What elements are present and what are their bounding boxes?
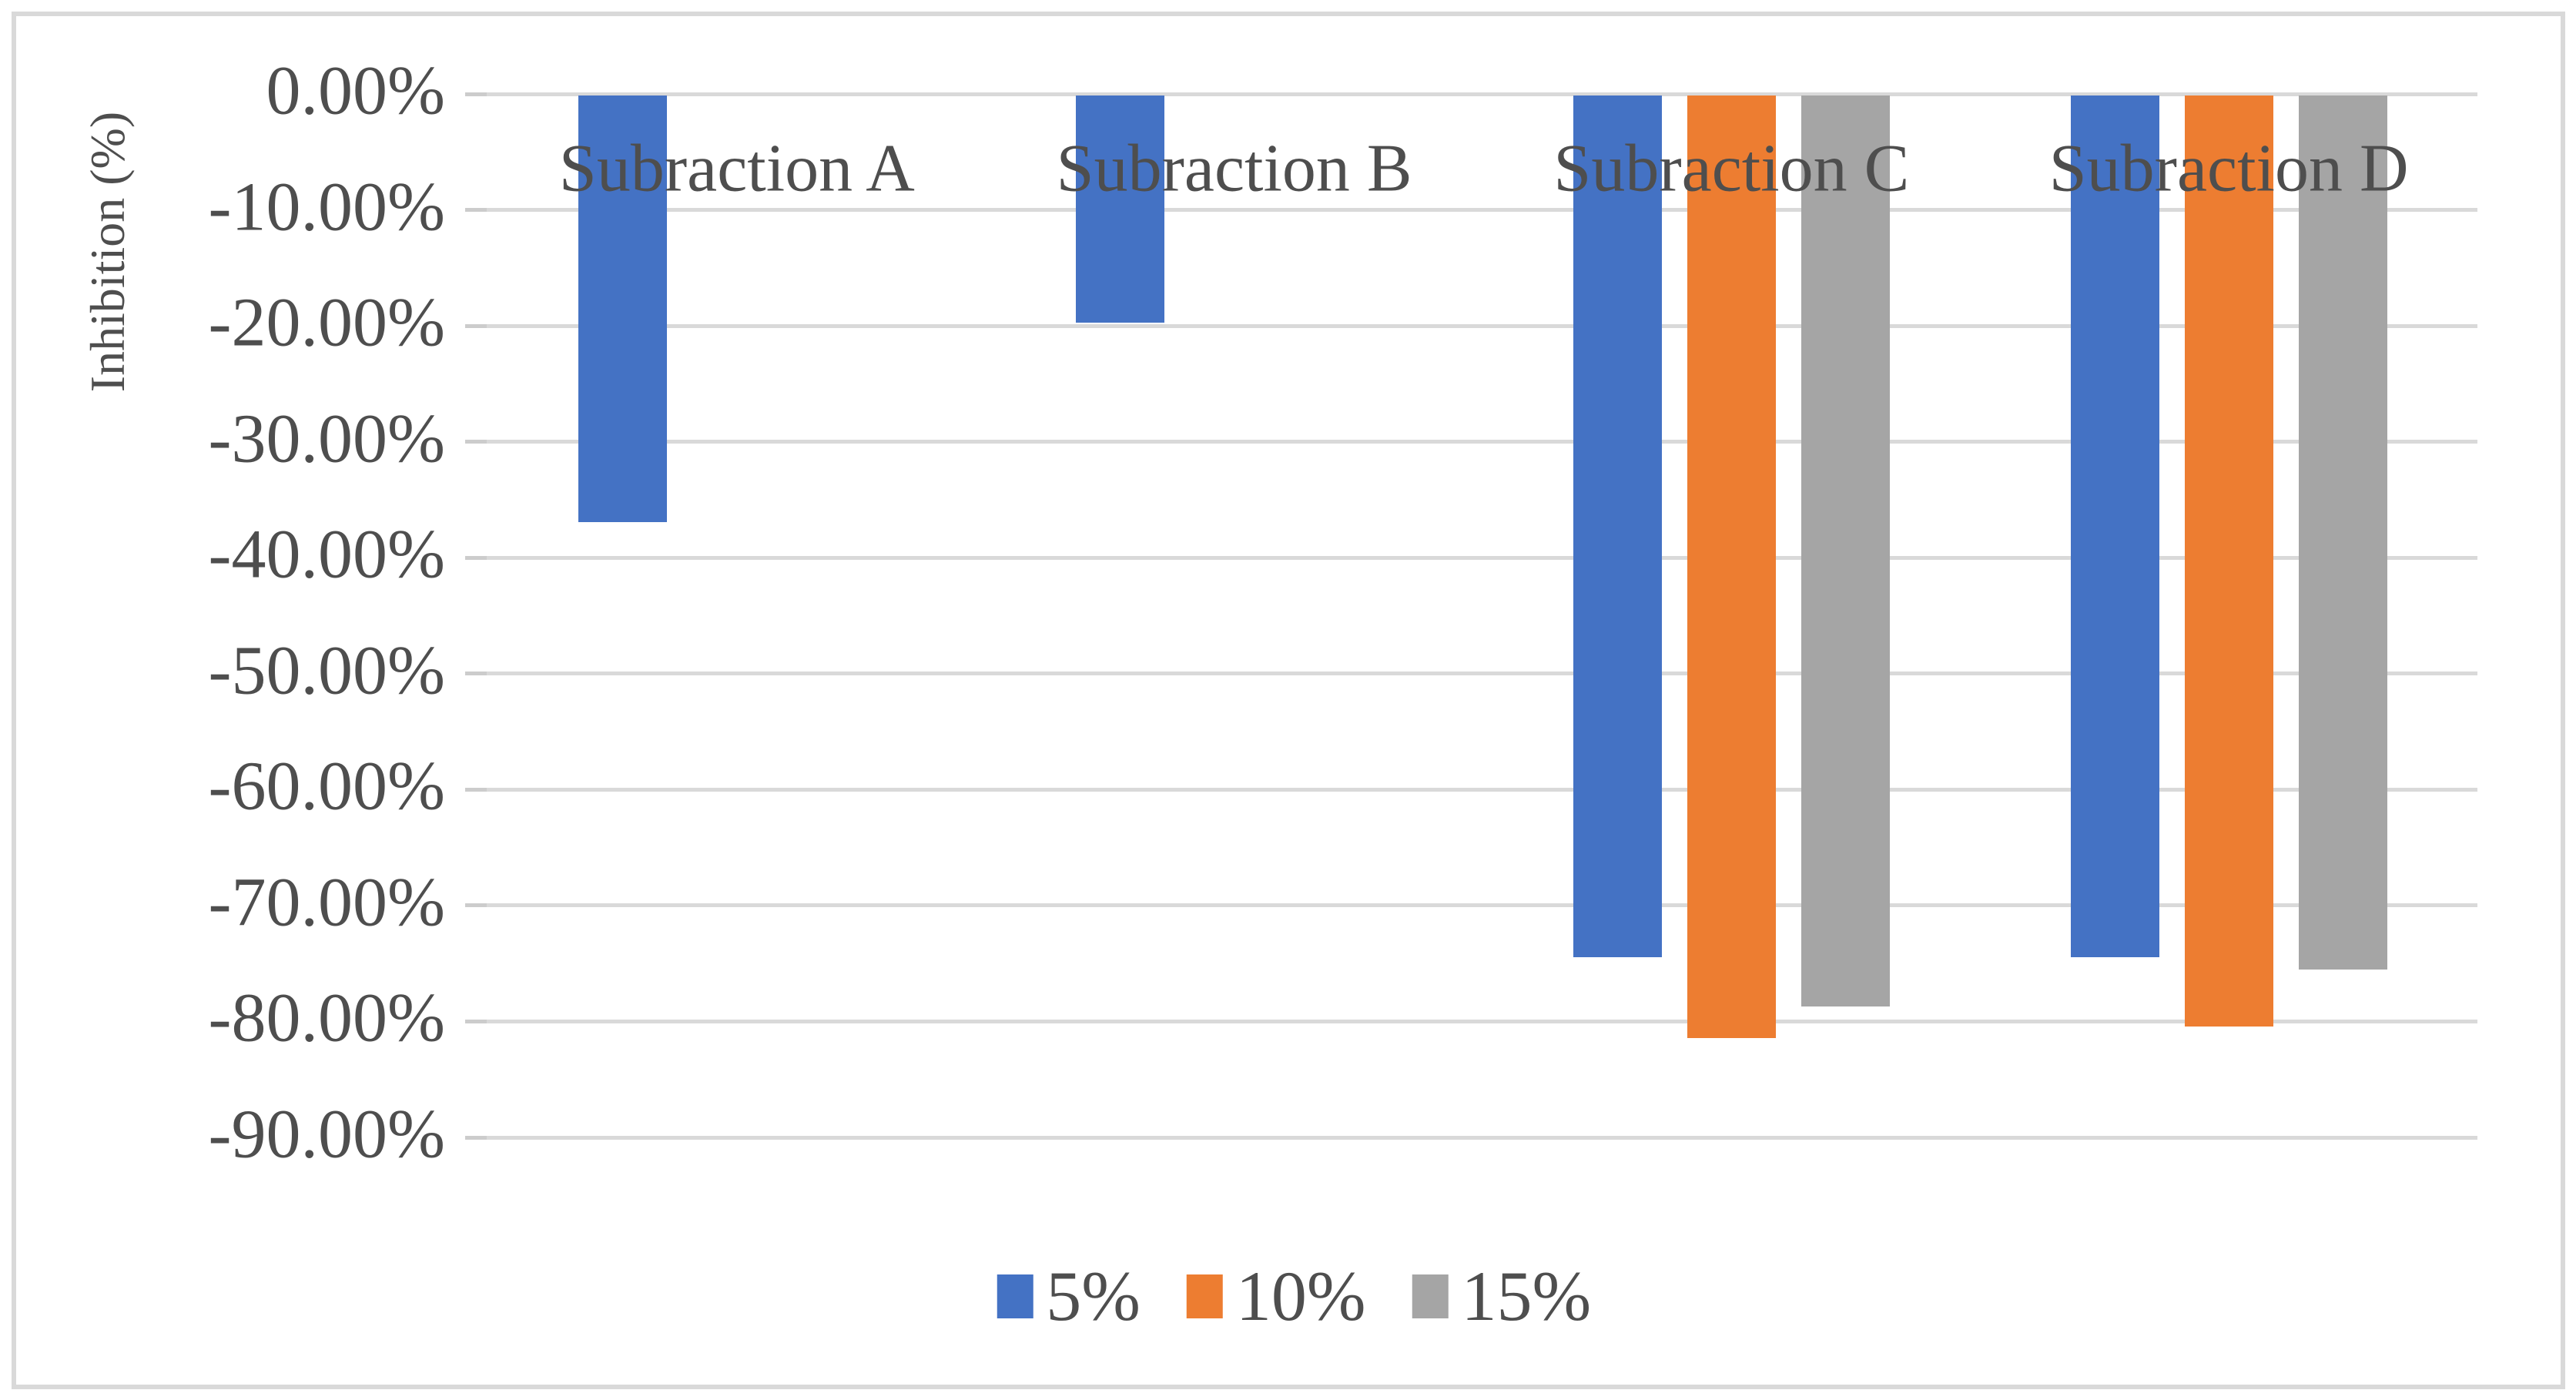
gridline [487,323,2477,328]
y-tick-label: -10.00% [208,168,445,245]
y-axis-tick-mark [465,1135,487,1140]
gridline [487,672,2477,676]
legend-item-10%: 10% [1186,1255,1366,1337]
legend-swatch-icon [1186,1274,1223,1318]
y-tick-label: -60.00% [208,748,445,825]
y-tick-label: 0.00% [266,52,445,129]
y-tick-label: -30.00% [208,400,445,477]
gridline [487,787,2477,792]
gridline [487,208,2477,213]
gridline [487,92,2477,96]
category-label: Subraction B [1056,131,1412,206]
gridline [487,903,2477,908]
legend-swatch-icon [1412,1274,1449,1318]
legend-swatch-icon [997,1274,1033,1318]
y-axis-tick-mark [465,787,487,792]
gridline [487,1135,2477,1140]
y-axis-tick-mark [465,440,487,444]
category-label: Subraction D [2048,131,2409,206]
y-tick-label: -80.00% [208,980,445,1057]
legend-item-5%: 5% [997,1255,1141,1337]
gridline [487,440,2477,444]
legend-label: 10% [1235,1257,1366,1335]
y-tick-label: -50.00% [208,632,445,709]
bar-15%-subraction-c [1801,95,1890,1007]
gridline [487,1019,2477,1023]
y-tick-label: -20.00% [208,284,445,361]
y-tick-label: -40.00% [208,516,445,593]
bar-5%-subraction-d [2070,95,2159,957]
bar-5%-subraction-c [1573,95,1662,957]
legend-item-15%: 15% [1412,1255,1592,1337]
legend-label: 5% [1046,1257,1141,1335]
legend: 5% 10% 15% [997,1255,1591,1337]
bar-5%-subraction-a [578,95,668,523]
category-label: Subraction A [558,131,915,206]
y-axis-tick-mark [465,92,487,96]
category-label: Subraction C [1553,131,1910,206]
y-axis-tick-mark [465,1019,487,1023]
bar-10%-subraction-c [1687,95,1776,1039]
y-axis-tick-mark [465,323,487,328]
gridline [487,555,2477,560]
y-axis-tick-mark [465,903,487,908]
bar-15%-subraction-d [2298,95,2387,970]
y-axis-tick-mark [465,555,487,560]
y-tick-label: -70.00% [208,864,445,941]
legend-label: 15% [1461,1257,1592,1335]
bar-5%-subraction-b [1076,95,1165,323]
y-tick-label: -90.00% [208,1096,445,1173]
y-axis-tick-mark [465,208,487,213]
y-axis-tick-mark [465,672,487,676]
bar-10%-subraction-d [2184,95,2273,1027]
